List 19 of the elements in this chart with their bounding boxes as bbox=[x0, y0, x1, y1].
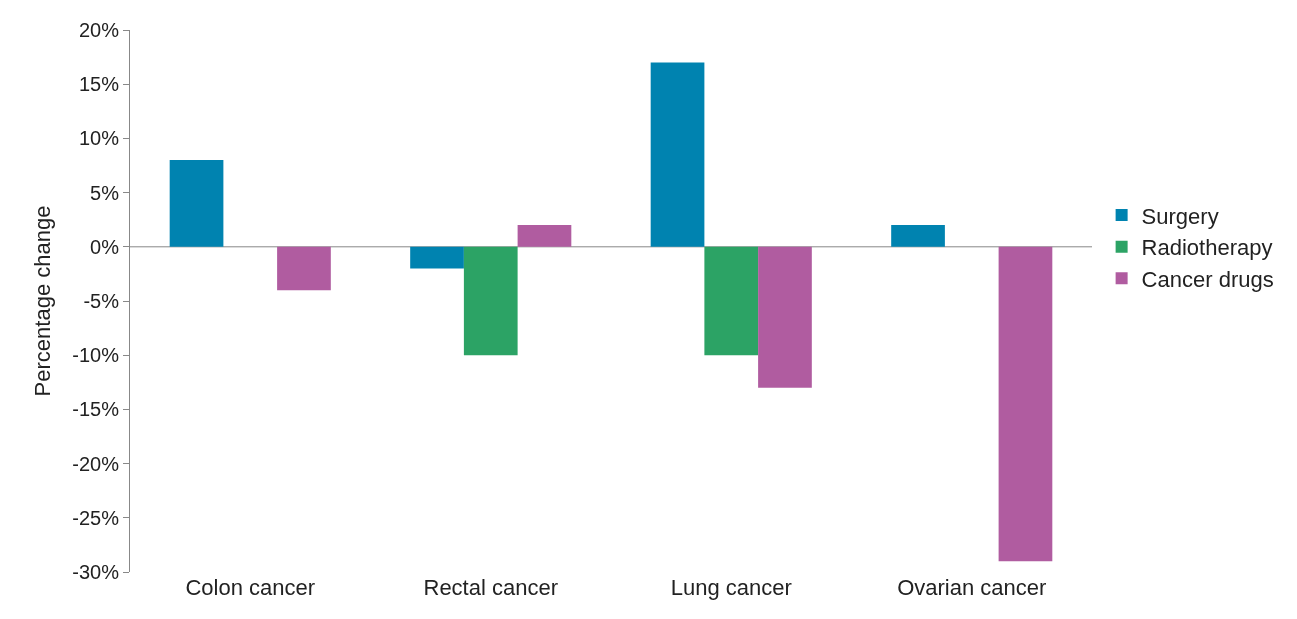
y-tick-label: -25% bbox=[72, 506, 120, 529]
y-tick-label: -15% bbox=[72, 398, 120, 421]
x-tick-label: Ovarian cancer bbox=[897, 575, 1047, 600]
y-tick-label: 15% bbox=[78, 73, 120, 96]
x-tick-label: Rectal cancer bbox=[423, 575, 559, 600]
y-tick-label: 20% bbox=[78, 19, 120, 41]
legend-label: Surgery bbox=[1141, 203, 1219, 229]
x-tick-label: Colon cancer bbox=[185, 575, 316, 600]
y-tick-label: -20% bbox=[72, 452, 120, 475]
y-tick-label: 10% bbox=[78, 127, 120, 150]
y-tick-label: -5% bbox=[83, 290, 120, 312]
y-tick-label: -10% bbox=[72, 344, 120, 367]
legend-label: Cancer drugs bbox=[1141, 266, 1274, 292]
legend-label: Radiotherapy bbox=[1141, 235, 1273, 261]
y-tick-label: 0% bbox=[90, 235, 120, 258]
y-tick-label: 5% bbox=[90, 181, 120, 204]
x-tick-label: Lung cancer bbox=[670, 575, 792, 600]
y-tick-label: -30% bbox=[72, 561, 120, 583]
y-axis-title: Percentage change bbox=[30, 205, 56, 397]
